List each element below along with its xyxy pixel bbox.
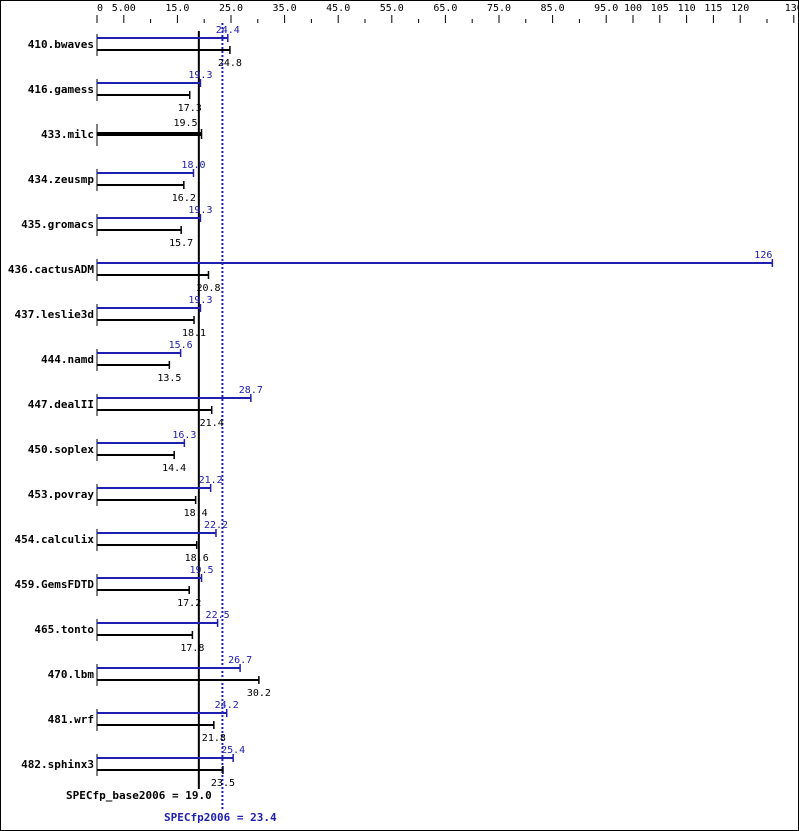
benchmark-label: 470.lbm xyxy=(48,668,95,681)
benchmark-label: 444.namd xyxy=(41,353,94,366)
peak-value-label: 22.2 xyxy=(204,520,228,531)
peak-value-label: 25.4 xyxy=(221,745,245,756)
base-value-label: 18.1 xyxy=(182,328,206,339)
peak-value-label: 15.6 xyxy=(169,340,193,351)
peak-value-label: 28.7 xyxy=(239,385,263,396)
tick-label: 65.0 xyxy=(433,3,457,14)
benchmark-label: 447.dealII xyxy=(28,398,94,411)
tick-label: 115 xyxy=(704,3,722,14)
base-value-label: 16.2 xyxy=(172,193,196,204)
peak-value-label: 19.5 xyxy=(189,565,213,576)
base-value-label: 30.2 xyxy=(247,688,271,699)
base-value-label: 19.5 xyxy=(173,118,197,129)
benchmark-label: 482.sphinx3 xyxy=(21,758,94,771)
tick-label: 85.0 xyxy=(541,3,565,14)
tick-label: 105 xyxy=(651,3,669,14)
tick-label: 55.0 xyxy=(380,3,404,14)
tick-label: 15.0 xyxy=(165,3,189,14)
tick-label: 120 xyxy=(731,3,749,14)
benchmark-label: 435.gromacs xyxy=(21,218,94,231)
benchmark-label: 450.soplex xyxy=(28,443,95,456)
tick-label: 35.0 xyxy=(273,3,297,14)
benchmark-label: 410.bwaves xyxy=(28,38,94,51)
base-value-label: 21.4 xyxy=(200,418,224,429)
peak-value-label: 24.2 xyxy=(215,700,239,711)
benchmark-label: 437.leslie3d xyxy=(15,308,94,321)
benchmark-label: 453.povray xyxy=(28,488,95,501)
peak-value-label: 19.3 xyxy=(188,70,212,81)
tick-label: 95.0 xyxy=(594,3,618,14)
benchmark-label: 465.tonto xyxy=(34,623,94,636)
base-value-label: 13.5 xyxy=(157,373,181,384)
peak-value-label: 16.3 xyxy=(172,430,196,441)
peak-value-label: 126 xyxy=(754,250,772,261)
tick-label: 75.0 xyxy=(487,3,511,14)
tick-label: 130 xyxy=(785,3,798,14)
benchmark-label: 434.zeusmp xyxy=(28,173,95,186)
tick-label: 110 xyxy=(678,3,696,14)
base-value-label: 17.3 xyxy=(178,103,202,114)
base-value-label: 18.4 xyxy=(184,508,208,519)
tick-label: 100 xyxy=(624,3,642,14)
peak-value-label: 21.2 xyxy=(199,475,223,486)
base-value-label: 17.8 xyxy=(180,643,204,654)
tick-label: 0 xyxy=(97,3,103,14)
peak-value-label: 19.3 xyxy=(188,205,212,216)
base-value-label: 15.7 xyxy=(169,238,193,249)
benchmark-label: 459.GemsFDTD xyxy=(15,578,95,591)
peak-value-label: 24.4 xyxy=(216,25,240,36)
base-value-label: 18.6 xyxy=(185,553,209,564)
benchmark-label: 436.cactusADM xyxy=(8,263,94,276)
base-value-label: 21.8 xyxy=(202,733,226,744)
base-value-label: 14.4 xyxy=(162,463,186,474)
tick-label: 25.0 xyxy=(219,3,243,14)
benchmark-label: 433.milc xyxy=(41,128,94,141)
peak-summary-label: SPECfp2006 = 23.4 xyxy=(164,811,277,824)
base-value-label: 17.2 xyxy=(177,598,201,609)
base-summary-label: SPECfp_base2006 = 19.0 xyxy=(66,789,212,802)
peak-value-label: 18.0 xyxy=(181,160,205,171)
tick-label: 5.00 xyxy=(112,3,136,14)
benchmark-label: 454.calculix xyxy=(15,533,95,546)
benchmark-label: 416.gamess xyxy=(28,83,94,96)
base-value-label: 23.5 xyxy=(211,778,235,789)
benchmark-label: 481.wrf xyxy=(48,713,94,726)
tick-label: 45.0 xyxy=(326,3,350,14)
base-value-label: 20.8 xyxy=(196,283,220,294)
peak-value-label: 19.3 xyxy=(188,295,212,306)
base-value-label: 24.8 xyxy=(218,58,242,69)
peak-value-label: 26.7 xyxy=(228,655,252,666)
peak-value-label: 22.5 xyxy=(206,610,230,621)
